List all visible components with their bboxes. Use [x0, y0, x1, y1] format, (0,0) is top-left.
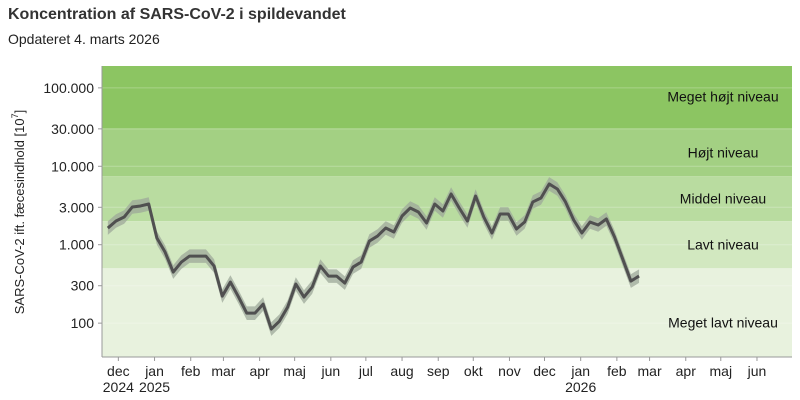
band-label: Middel niveau	[680, 191, 766, 207]
series-line	[106, 182, 640, 331]
x-tick-label: feb	[181, 363, 201, 379]
y-axis-label-end: ]	[12, 110, 27, 114]
band-label: Lavt niveau	[687, 237, 759, 253]
y-tick-label: 10.000	[51, 158, 94, 174]
y-axis-label: SARS-CoV-2 ift. fæcesindhold [107]	[10, 110, 27, 314]
x-tick-label: maj	[283, 363, 306, 379]
x-tick-year: 2025	[139, 379, 170, 395]
x-tick-label: okt	[464, 363, 483, 379]
band-0	[102, 66, 792, 129]
x-tick-label: jan	[570, 363, 590, 379]
x-tick-label: mar	[211, 363, 235, 379]
y-tick-label: 30.000	[51, 121, 94, 137]
x-tick-label: feb	[607, 363, 627, 379]
x-tick-label: jan	[144, 363, 164, 379]
band-label: Højt niveau	[688, 144, 759, 160]
y-tick-label: 3.000	[59, 199, 94, 215]
x-tick-label: mar	[638, 363, 662, 379]
x-tick-label: nov	[498, 363, 521, 379]
y-tick-label: 300	[71, 278, 95, 294]
x-tick-year: 2024	[103, 379, 134, 395]
x-tick-label: dec	[533, 363, 556, 379]
band-label: Meget højt niveau	[667, 88, 778, 104]
y-tick-label: 100.000	[43, 80, 94, 96]
x-tick-label: maj	[710, 363, 733, 379]
x-tick-label: dec	[107, 363, 130, 379]
x-tick-label: aug	[390, 363, 413, 379]
chart-title: Koncentration af SARS-CoV-2 i spildevand…	[8, 6, 346, 23]
y-axis-label-main: SARS-CoV-2 ift. fæcesindhold [10	[12, 118, 27, 314]
band-4	[102, 268, 792, 357]
band-1	[102, 128, 792, 177]
x-tick-label: jun	[747, 363, 767, 379]
band-label: Meget lavt niveau	[668, 315, 778, 331]
y-tick-label: 1.000	[59, 237, 94, 253]
chart-subtitle: Opdateret 4. marts 2026	[8, 31, 160, 47]
x-tick-label: sep	[427, 363, 450, 379]
y-tick-label: 100	[71, 315, 95, 331]
confidence-band	[107, 177, 640, 336]
y-axis-label-exponent: 7	[10, 113, 20, 118]
x-tick-label: apr	[249, 363, 270, 379]
x-tick-label: apr	[676, 363, 697, 379]
band-3	[102, 221, 792, 269]
x-tick-label: jul	[358, 363, 373, 379]
x-tick-label: jun	[320, 363, 340, 379]
x-tick-year: 2026	[565, 379, 596, 395]
